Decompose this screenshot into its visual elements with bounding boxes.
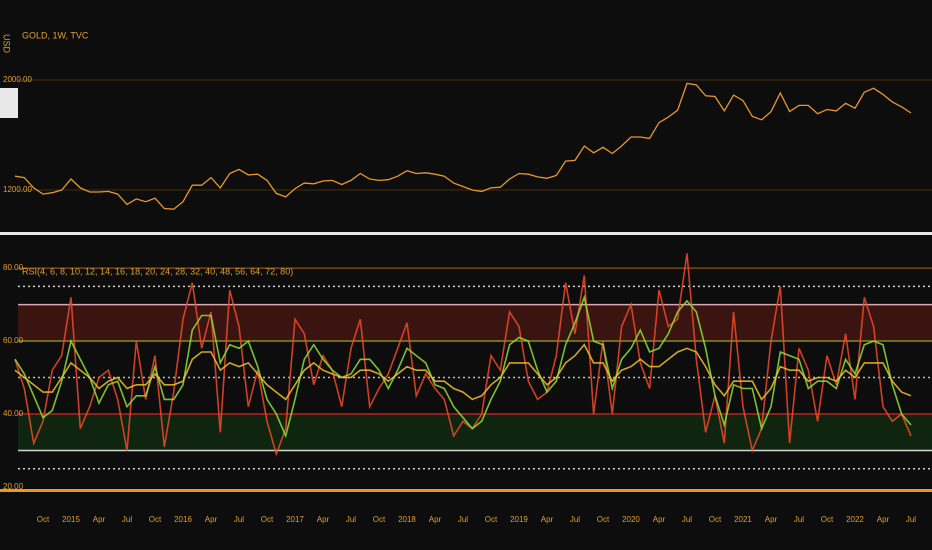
x-tick-label: Apr bbox=[317, 515, 330, 524]
y-tick-label: 1200.00 bbox=[3, 185, 32, 194]
x-tick-label: 2022 bbox=[846, 515, 864, 524]
y-tick-label: 2000.00 bbox=[3, 75, 32, 84]
y-tick-label: 40.00 bbox=[3, 409, 24, 418]
x-tick-label: Oct bbox=[149, 515, 162, 524]
x-tick-label: Oct bbox=[261, 515, 274, 524]
series-line bbox=[14, 294, 912, 439]
x-tick-label: Oct bbox=[373, 515, 386, 524]
x-tick-label: Oct bbox=[821, 515, 834, 524]
x-tick-label: Apr bbox=[205, 515, 218, 524]
zone-band bbox=[18, 414, 932, 451]
pane-bottom-border bbox=[0, 489, 932, 492]
x-tick-label: Jul bbox=[458, 515, 468, 524]
indicator-title: RSI(4, 6, 8, 10, 12, 14, 16, 18, 20, 24,… bbox=[22, 266, 293, 276]
x-tick-label: 2019 bbox=[510, 515, 528, 524]
x-tick-label: 2018 bbox=[398, 515, 416, 524]
price-marker bbox=[0, 88, 18, 118]
x-tick-label: Oct bbox=[485, 515, 498, 524]
y-tick-label: 80.00 bbox=[3, 263, 24, 272]
x-tick-label: 2015 bbox=[62, 515, 80, 524]
x-tick-label: 2016 bbox=[174, 515, 192, 524]
series-line bbox=[14, 82, 912, 210]
x-tick-label: Jul bbox=[122, 515, 132, 524]
x-tick-label: Oct bbox=[597, 515, 610, 524]
x-tick-label: Jul bbox=[346, 515, 356, 524]
y-axis-label: USD bbox=[2, 34, 12, 54]
x-tick-label: Apr bbox=[877, 515, 890, 524]
x-tick-label: 2020 bbox=[622, 515, 640, 524]
series-line bbox=[14, 343, 912, 401]
x-tick-label: Oct bbox=[709, 515, 722, 524]
x-tick-label: Apr bbox=[541, 515, 554, 524]
x-tick-label: Jul bbox=[682, 515, 692, 524]
x-tick-label: Apr bbox=[429, 515, 442, 524]
x-tick-label: Jul bbox=[570, 515, 580, 524]
x-tick-label: Apr bbox=[765, 515, 778, 524]
x-tick-label: Oct bbox=[37, 515, 50, 524]
x-tick-label: Jul bbox=[794, 515, 804, 524]
y-tick-label: 20.00 bbox=[3, 482, 24, 491]
x-tick-label: Apr bbox=[653, 515, 666, 524]
x-tick-label: Apr bbox=[93, 515, 106, 524]
x-tick-label: 2017 bbox=[286, 515, 304, 524]
x-tick-label: Jul bbox=[234, 515, 244, 524]
y-tick-label: 60.00 bbox=[3, 336, 24, 345]
pane-separator bbox=[0, 232, 932, 235]
chart-title: GOLD, 1W, TVC bbox=[22, 30, 89, 40]
x-tick-label: Jul bbox=[906, 515, 916, 524]
zone-band bbox=[18, 304, 932, 342]
x-tick-label: 2021 bbox=[734, 515, 752, 524]
